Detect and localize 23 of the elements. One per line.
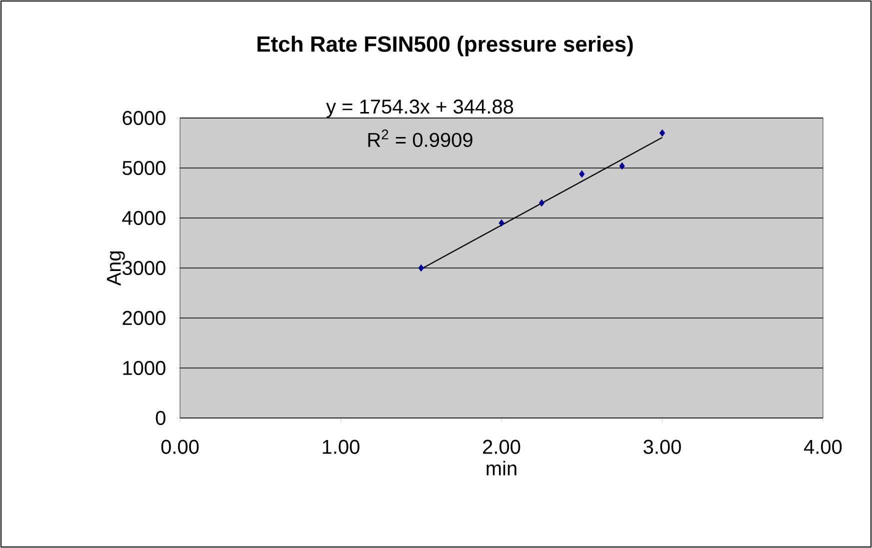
point (659, 129, 666, 137)
x-tick-label: 3.00 (644, 440, 681, 454)
point (418, 264, 424, 272)
y-tick-label: 3000 (122, 260, 166, 276)
x-tick-label: 2.00 (483, 440, 520, 454)
y-tick-label: 1000 (123, 360, 166, 376)
chart-title: Etch Rate FSIN500 (pressure series) (258, 36, 633, 56)
y-tick-label: 4000 (122, 210, 166, 226)
x-tick-label: 1.00 (322, 440, 360, 454)
point (498, 219, 504, 227)
annotation: R$^{2}$ = 0.9909 (368, 130, 472, 148)
point (538, 199, 545, 207)
text: y = 1754.3x + 344.88 (326, 100, 514, 118)
y-tick-label: 6000 (122, 110, 166, 126)
x-axis-title: min (486, 460, 516, 476)
point (579, 170, 585, 178)
y-tick-label: 0 (156, 410, 166, 426)
x-tick-label: 0.00 (161, 440, 199, 454)
x-tick-label: 4.00 (804, 440, 842, 454)
point (619, 162, 625, 170)
y-tick-label: 2000 (122, 310, 166, 326)
y-tick-label: 5000 (122, 160, 166, 176)
y-axis-title: Ang (106, 251, 125, 286)
